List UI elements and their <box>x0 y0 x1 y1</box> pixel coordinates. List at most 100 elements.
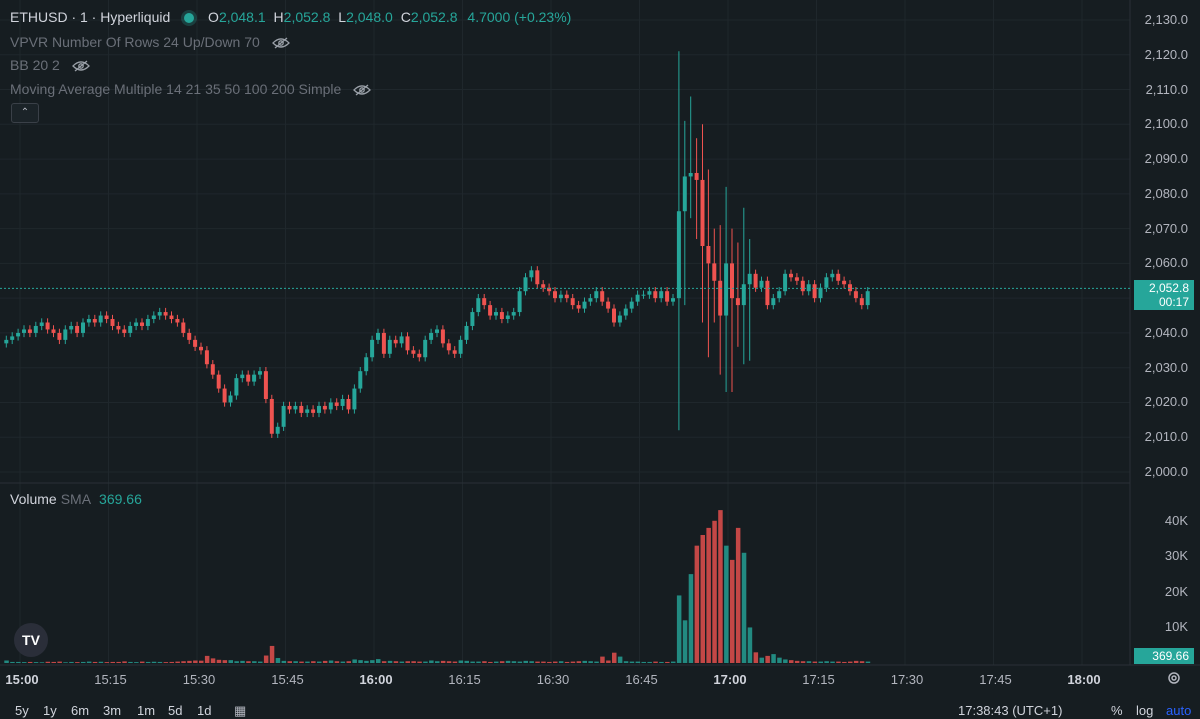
candle-body <box>423 339 428 358</box>
range-1y[interactable]: 1y <box>43 703 57 718</box>
candle-body <box>529 270 534 278</box>
volume-bar <box>128 661 133 663</box>
volume-bar <box>145 661 151 663</box>
candle-body <box>210 364 215 375</box>
candle-body <box>836 273 841 281</box>
volume-bar <box>458 660 464 663</box>
candle-body <box>582 301 587 309</box>
range-3m[interactable]: 3m <box>103 703 122 718</box>
volume-bar <box>51 661 56 663</box>
low-value: 2,048.0 <box>346 9 393 25</box>
volume-bar <box>712 520 717 663</box>
volume-bar <box>163 662 169 663</box>
candle-body <box>470 312 475 326</box>
volume-bar <box>10 661 15 663</box>
collapse-legend-button[interactable]: ⌃ <box>11 103 39 123</box>
volume-bar <box>92 661 98 663</box>
candle-body <box>541 284 546 288</box>
high-value: 2,052.8 <box>283 9 331 25</box>
price-tick-label: 2,010.0 <box>1144 429 1188 445</box>
time-tick-label: 15:30 <box>182 672 216 687</box>
candle-body <box>735 298 740 306</box>
candle-body <box>446 343 451 351</box>
auto-toggle[interactable]: auto <box>1166 703 1192 718</box>
price-tick-label: 2,110.0 <box>1145 81 1188 97</box>
volume-bar <box>741 552 747 663</box>
candle-body <box>33 325 38 333</box>
indicator-label: Moving Average Multiple 14 21 35 50 100 … <box>10 81 342 97</box>
candle-body <box>27 329 32 333</box>
range-1m[interactable]: 1m <box>137 703 156 718</box>
volume-bar <box>22 662 27 663</box>
volume-bar <box>535 661 540 663</box>
candle-body <box>75 325 80 333</box>
time-tick-label: 16:45 <box>625 672 658 687</box>
volume-bar <box>411 661 416 663</box>
volume-bar <box>523 660 528 663</box>
indicator-ma[interactable]: Moving Average Multiple 14 21 35 50 100 … <box>10 80 372 98</box>
gear-icon[interactable] <box>1166 670 1182 686</box>
candle-body <box>476 298 481 313</box>
eye-hidden-icon[interactable] <box>71 60 90 72</box>
volume-bar <box>606 660 611 663</box>
candle-body <box>789 273 793 278</box>
volume-bar <box>81 661 86 663</box>
candle-body <box>22 329 26 333</box>
volume-bar <box>499 661 505 663</box>
volume-bar <box>175 661 180 663</box>
volume-bar <box>517 661 523 663</box>
symbol-legend[interactable]: ETHUSD · 1 · Hyperliquid O2,048.1 H2,052… <box>10 8 571 26</box>
time-tick-label: 17:30 <box>890 672 924 687</box>
range-1d[interactable]: 1d <box>197 703 212 718</box>
volume-bar <box>753 652 759 663</box>
eye-hidden-icon[interactable] <box>353 84 372 96</box>
volume-bar <box>134 662 139 663</box>
log-toggle[interactable]: log <box>1136 703 1154 718</box>
volume-bar <box>370 660 375 663</box>
range-5y[interactable]: 5y <box>15 703 29 718</box>
volume-bar <box>181 661 186 663</box>
volume-bar <box>794 660 800 663</box>
candle-body <box>842 280 847 285</box>
tradingview-logo[interactable]: TV <box>14 623 48 657</box>
candle-body <box>458 339 463 354</box>
candle-body <box>287 405 292 410</box>
candle-body <box>629 301 634 309</box>
candle-body <box>659 291 664 299</box>
volume-bar <box>765 655 770 663</box>
clock-readout[interactable]: 17:38:43 (UTC+1) <box>958 703 1063 718</box>
candle-body <box>676 211 681 299</box>
volume-bar <box>612 652 617 663</box>
candle-body <box>92 319 97 323</box>
candle-body <box>759 280 764 288</box>
percent-toggle[interactable]: % <box>1111 703 1123 718</box>
indicator-bb[interactable]: BB 20 2 <box>10 56 90 74</box>
candle-body <box>505 315 510 320</box>
time-tick-label: 15:00 <box>5 672 39 687</box>
volume-bar <box>511 661 517 663</box>
candle-body <box>193 339 198 347</box>
candle-body <box>641 294 646 296</box>
range-5d[interactable]: 5d <box>168 703 183 718</box>
volume-bar <box>63 662 68 663</box>
volume-legend[interactable]: Volume SMA 369.66 <box>10 491 142 507</box>
eye-hidden-icon[interactable] <box>271 37 290 49</box>
symbol-label[interactable]: ETHUSD · 1 · Hyperliquid <box>10 9 171 25</box>
volume-bar <box>98 661 104 663</box>
candle-body <box>783 273 788 292</box>
indicator-label: VPVR Number Of Rows 24 Up/Down 70 <box>10 34 260 50</box>
low-label: L <box>338 9 347 25</box>
range-6m[interactable]: 6m <box>71 703 90 718</box>
candle-body <box>387 339 392 354</box>
candle-body <box>275 426 280 434</box>
candle-body <box>63 329 68 340</box>
volume-bar <box>328 660 334 663</box>
candle-body <box>594 291 599 299</box>
time-tick-label: 16:15 <box>448 672 481 687</box>
volume-tick-label: 40K <box>1164 512 1188 528</box>
price-tick-label: 2,090.0 <box>1144 151 1188 167</box>
indicator-vpvr[interactable]: VPVR Number Of Rows 24 Up/Down 70 <box>10 33 290 51</box>
candle-body <box>104 315 109 320</box>
calendar-icon[interactable]: ▦ <box>234 703 247 718</box>
